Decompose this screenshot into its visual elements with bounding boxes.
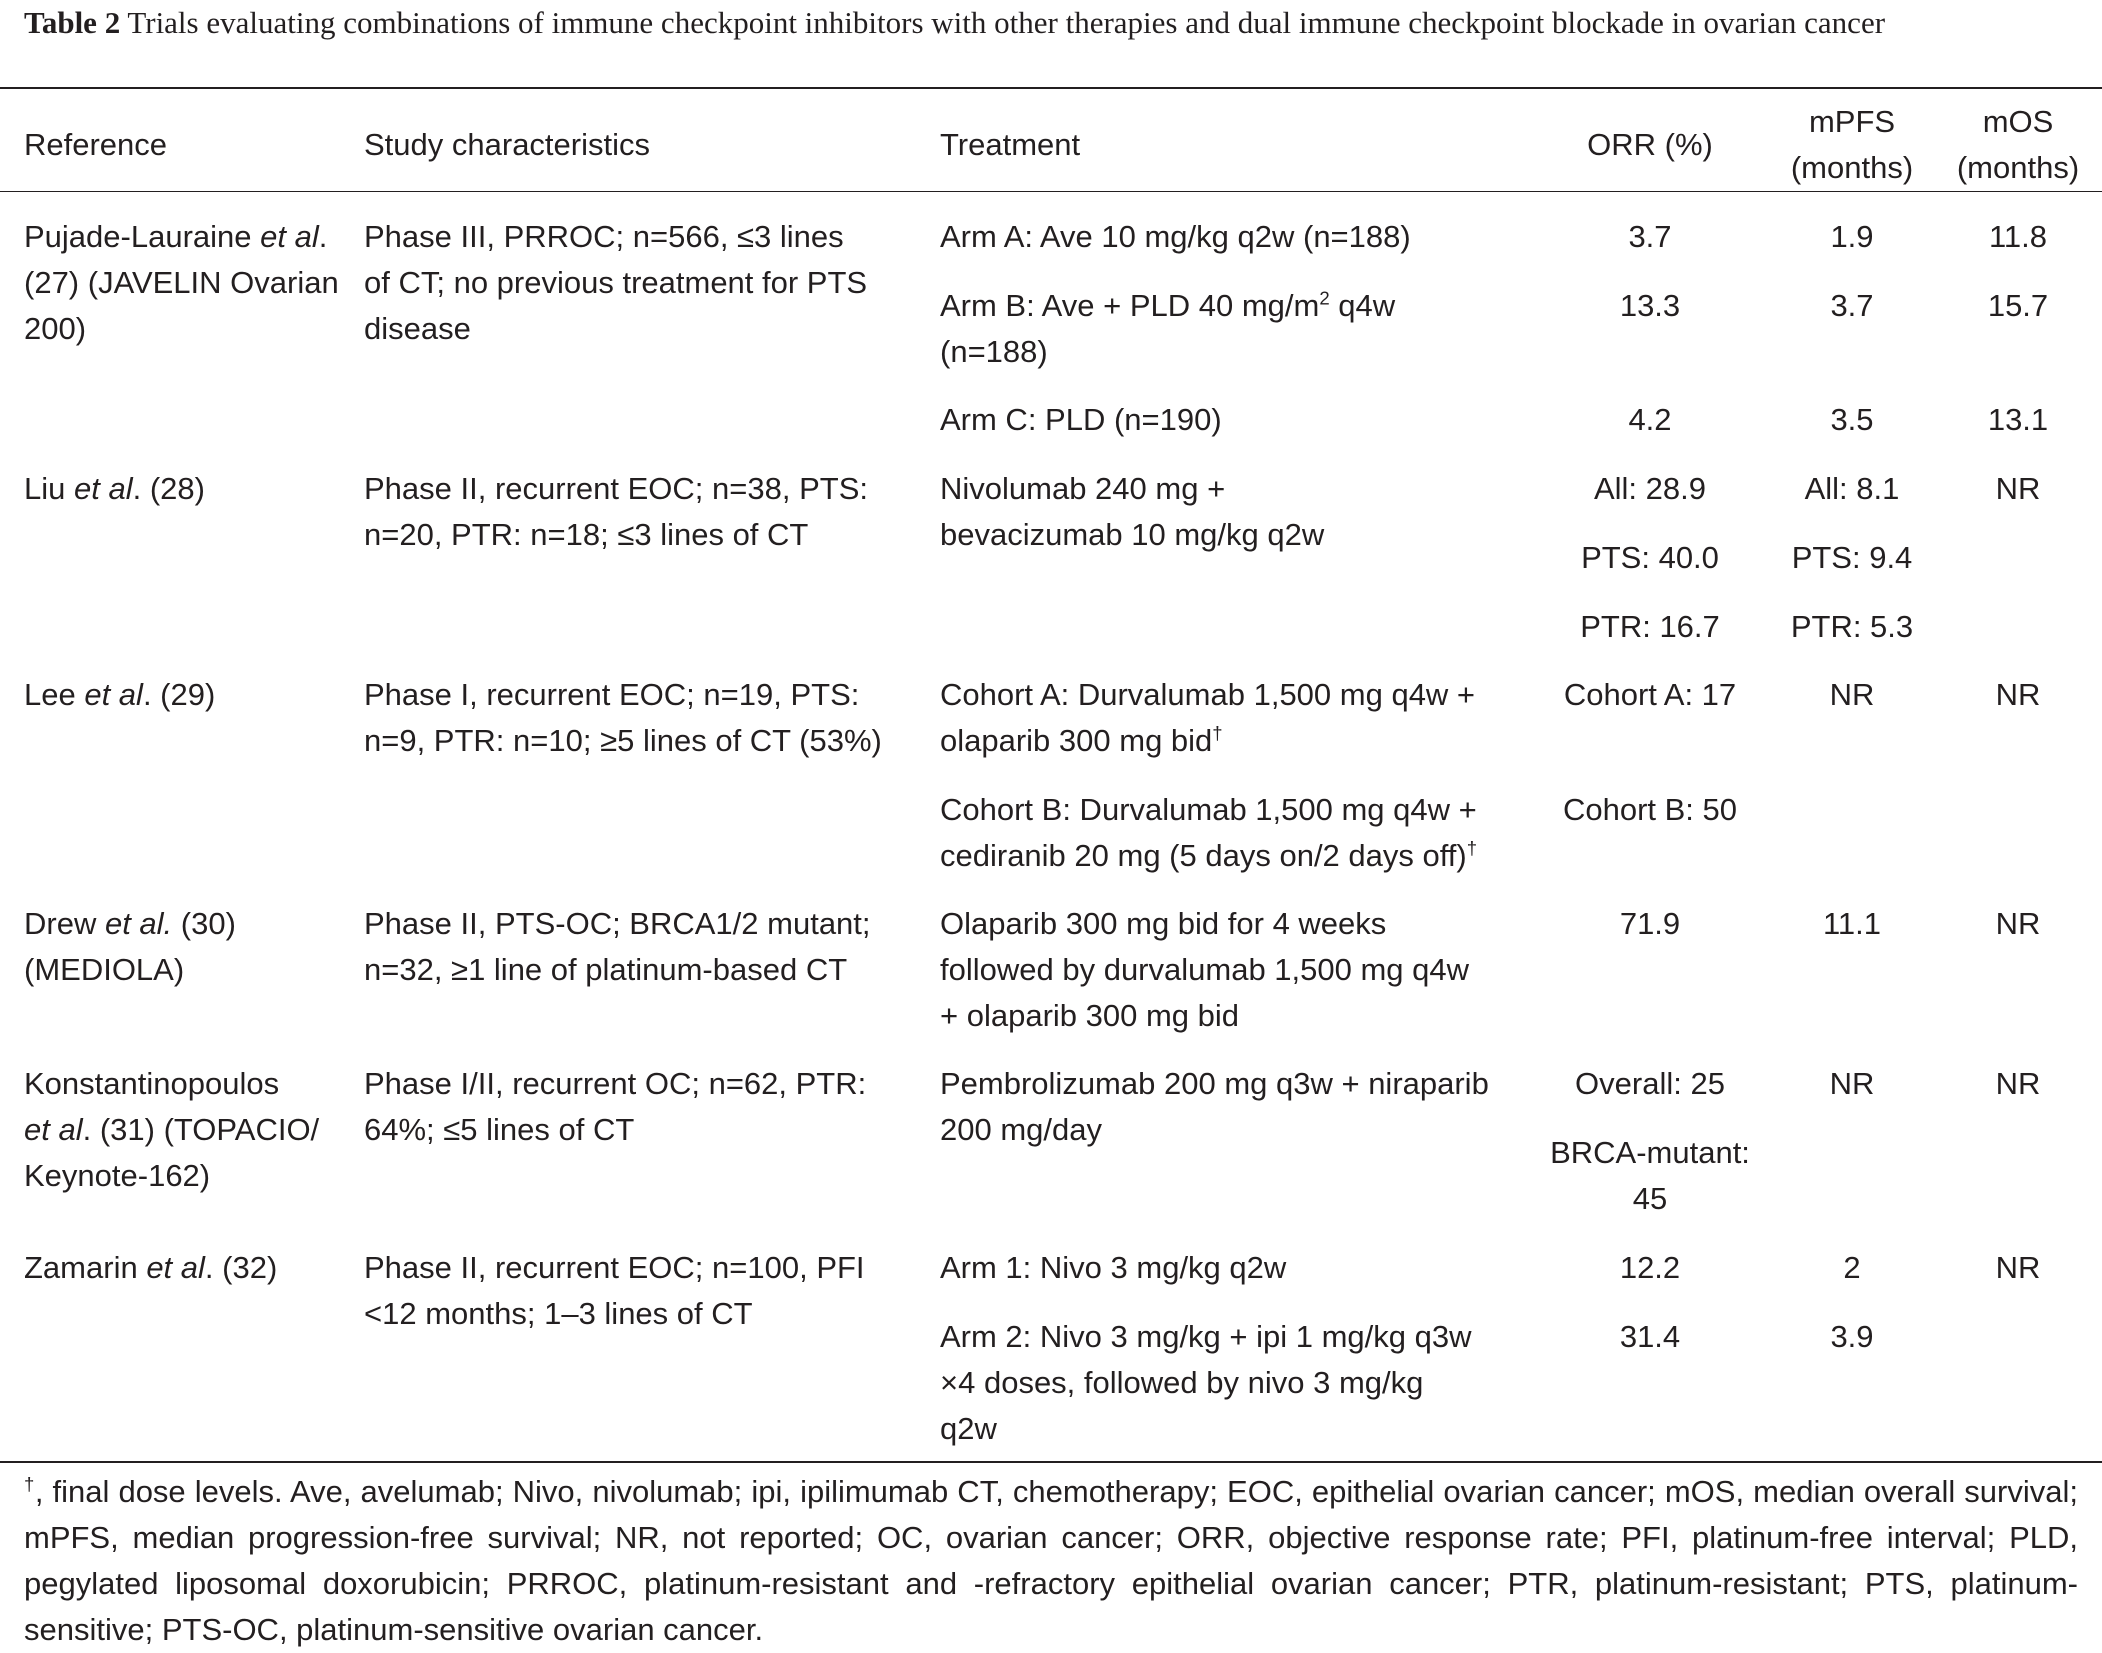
header-study-characteristics: Study characteristics [364, 127, 650, 162]
row6-reference: Zamarin et al. (32) [24, 1250, 278, 1285]
row1-arm-c-mos: 13.1 [1987, 402, 2049, 437]
row6-arm-1-orr: 12.2 [1619, 1250, 1681, 1285]
table-footnote: †, final dose levels. Ave, avelumab; Niv… [24, 1469, 2078, 1653]
row5-mos: NR [1995, 1066, 2041, 1101]
row5-study: Phase I/II, recurrent OC; n=62, PTR: 64%… [364, 1066, 867, 1147]
row1-arm-c-orr: 4.2 [1628, 402, 1672, 437]
row6-study: Phase II, recurrent EOC; n=100, PFI <12 … [364, 1250, 865, 1331]
row3-cohort-a-orr: Cohort A: 17 [1563, 677, 1737, 712]
row5-mpfs: NR [1829, 1066, 1875, 1101]
row6-arm-2-orr: 31.4 [1619, 1319, 1681, 1354]
row1-arm-a: Arm A: Ave 10 mg/kg q2w (n=188) [940, 219, 1411, 254]
row2-reference: Liu et al. (28) [24, 471, 205, 506]
row2-mpfs-pts: PTS: 9.4 [1791, 540, 1913, 575]
row3-mpfs: NR [1829, 677, 1875, 712]
table-caption: Table 2 Trials evaluating combinations o… [24, 0, 2078, 45]
row6-arm-1-mpfs: 2 [1843, 1250, 1861, 1285]
row3-cohort-b: Cohort B: Durvalumab 1,500 mg q4w + cedi… [940, 792, 1478, 873]
row1-study: Phase III, PRROC; n=566, ≤3 lines of CT;… [364, 219, 868, 346]
row3-study: Phase I, recurrent EOC; n=19, PTS: n=9, … [364, 677, 882, 758]
header-treatment: Treatment [940, 127, 1081, 162]
row1-arm-a-orr: 3.7 [1628, 219, 1672, 254]
row2-mos: NR [1995, 471, 2041, 506]
header-mpfs-line2: (months) [1790, 150, 1914, 185]
row6-arm-2: Arm 2: Nivo 3 mg/kg + ipi 1 mg/kg q3w ×4… [940, 1319, 1472, 1446]
row4-mpfs: 11.1 [1822, 906, 1882, 941]
row2-orr-ptr: PTR: 16.7 [1580, 609, 1720, 644]
row1-arm-b-orr: 13.3 [1619, 288, 1681, 323]
top-rule [0, 87, 2102, 89]
row6-arm-1: Arm 1: Nivo 3 mg/kg q2w [940, 1250, 1287, 1285]
table-title: Trials evaluating combinations of immune… [120, 5, 1886, 40]
row2-study: Phase II, recurrent EOC; n=38, PTS: n=20… [364, 471, 868, 552]
row2-treatment: Nivolumab 240 mg + bevacizumab 10 mg/kg … [940, 471, 1325, 552]
row1-arm-b-mos: 15.7 [1987, 288, 2049, 323]
row2-orr-all: All: 28.9 [1593, 471, 1706, 506]
row2-orr-pts: PTS: 40.0 [1581, 540, 1719, 575]
row5-reference: Konstantinopoulos et al. (31) (TOPACIO/ … [24, 1066, 320, 1193]
row1-arm-c: Arm C: PLD (n=190) [940, 402, 1222, 437]
row3-cohort-a: Cohort A: Durvalumab 1,500 mg q4w + olap… [940, 677, 1476, 758]
header-mos-line1: mOS [1982, 104, 2054, 139]
row3-mos: NR [1995, 677, 2041, 712]
row1-arm-c-mpfs: 3.5 [1830, 402, 1874, 437]
header-mos-line2: (months) [1956, 150, 2080, 185]
row4-treatment: Olaparib 300 mg bid for 4 weeks followed… [940, 906, 1470, 1033]
row5-orr-brca: BRCA-mutant: 45 [1550, 1135, 1750, 1216]
table-label: Table 2 [24, 5, 121, 40]
header-mpfs: mPFS (months) [1770, 99, 1934, 191]
row1-arm-b-mpfs: 3.7 [1830, 288, 1874, 323]
row6-arm-2-mpfs: 3.9 [1830, 1319, 1874, 1354]
row6-mos: NR [1995, 1250, 2041, 1285]
row4-mos: NR [1995, 906, 2041, 941]
header-orr: ORR (%) [1587, 127, 1713, 162]
footnote-text: , final dose levels. Ave, avelumab; Nivo… [24, 1474, 2078, 1647]
header-rule [0, 191, 2102, 192]
header-mpfs-line1: mPFS [1808, 104, 1896, 139]
row4-reference: Drew et al. (30) (MEDIOLA) [24, 906, 236, 987]
row2-mpfs-ptr: PTR: 5.3 [1790, 609, 1914, 644]
row3-reference: Lee et al. (29) [24, 677, 216, 712]
bottom-rule [0, 1461, 2102, 1463]
row3-cohort-b-orr: Cohort B: 50 [1562, 792, 1738, 827]
row1-arm-b: Arm B: Ave + PLD 40 mg/m2 q4w (n=188) [940, 287, 1396, 369]
row5-treatment: Pembrolizumab 200 mg q3w + niraparib 200… [940, 1066, 1489, 1147]
row4-study: Phase II, PTS-OC; BRCA1/2 mutant; n=32, … [364, 906, 871, 987]
header-reference: Reference [24, 127, 168, 162]
header-mos: mOS (months) [1934, 99, 2102, 191]
row2-mpfs-all: All: 8.1 [1804, 471, 1900, 506]
row1-arm-a-mos: 11.8 [1988, 219, 2048, 254]
row5-orr-overall: Overall: 25 [1575, 1066, 1725, 1101]
row1-reference: Pujade-Lauraine et al. (27) (JAVELIN Ova… [24, 219, 339, 346]
row1-arm-a-mpfs: 1.9 [1830, 219, 1874, 254]
row4-orr: 71.9 [1619, 906, 1681, 941]
footnote-dagger: † [24, 1473, 35, 1495]
